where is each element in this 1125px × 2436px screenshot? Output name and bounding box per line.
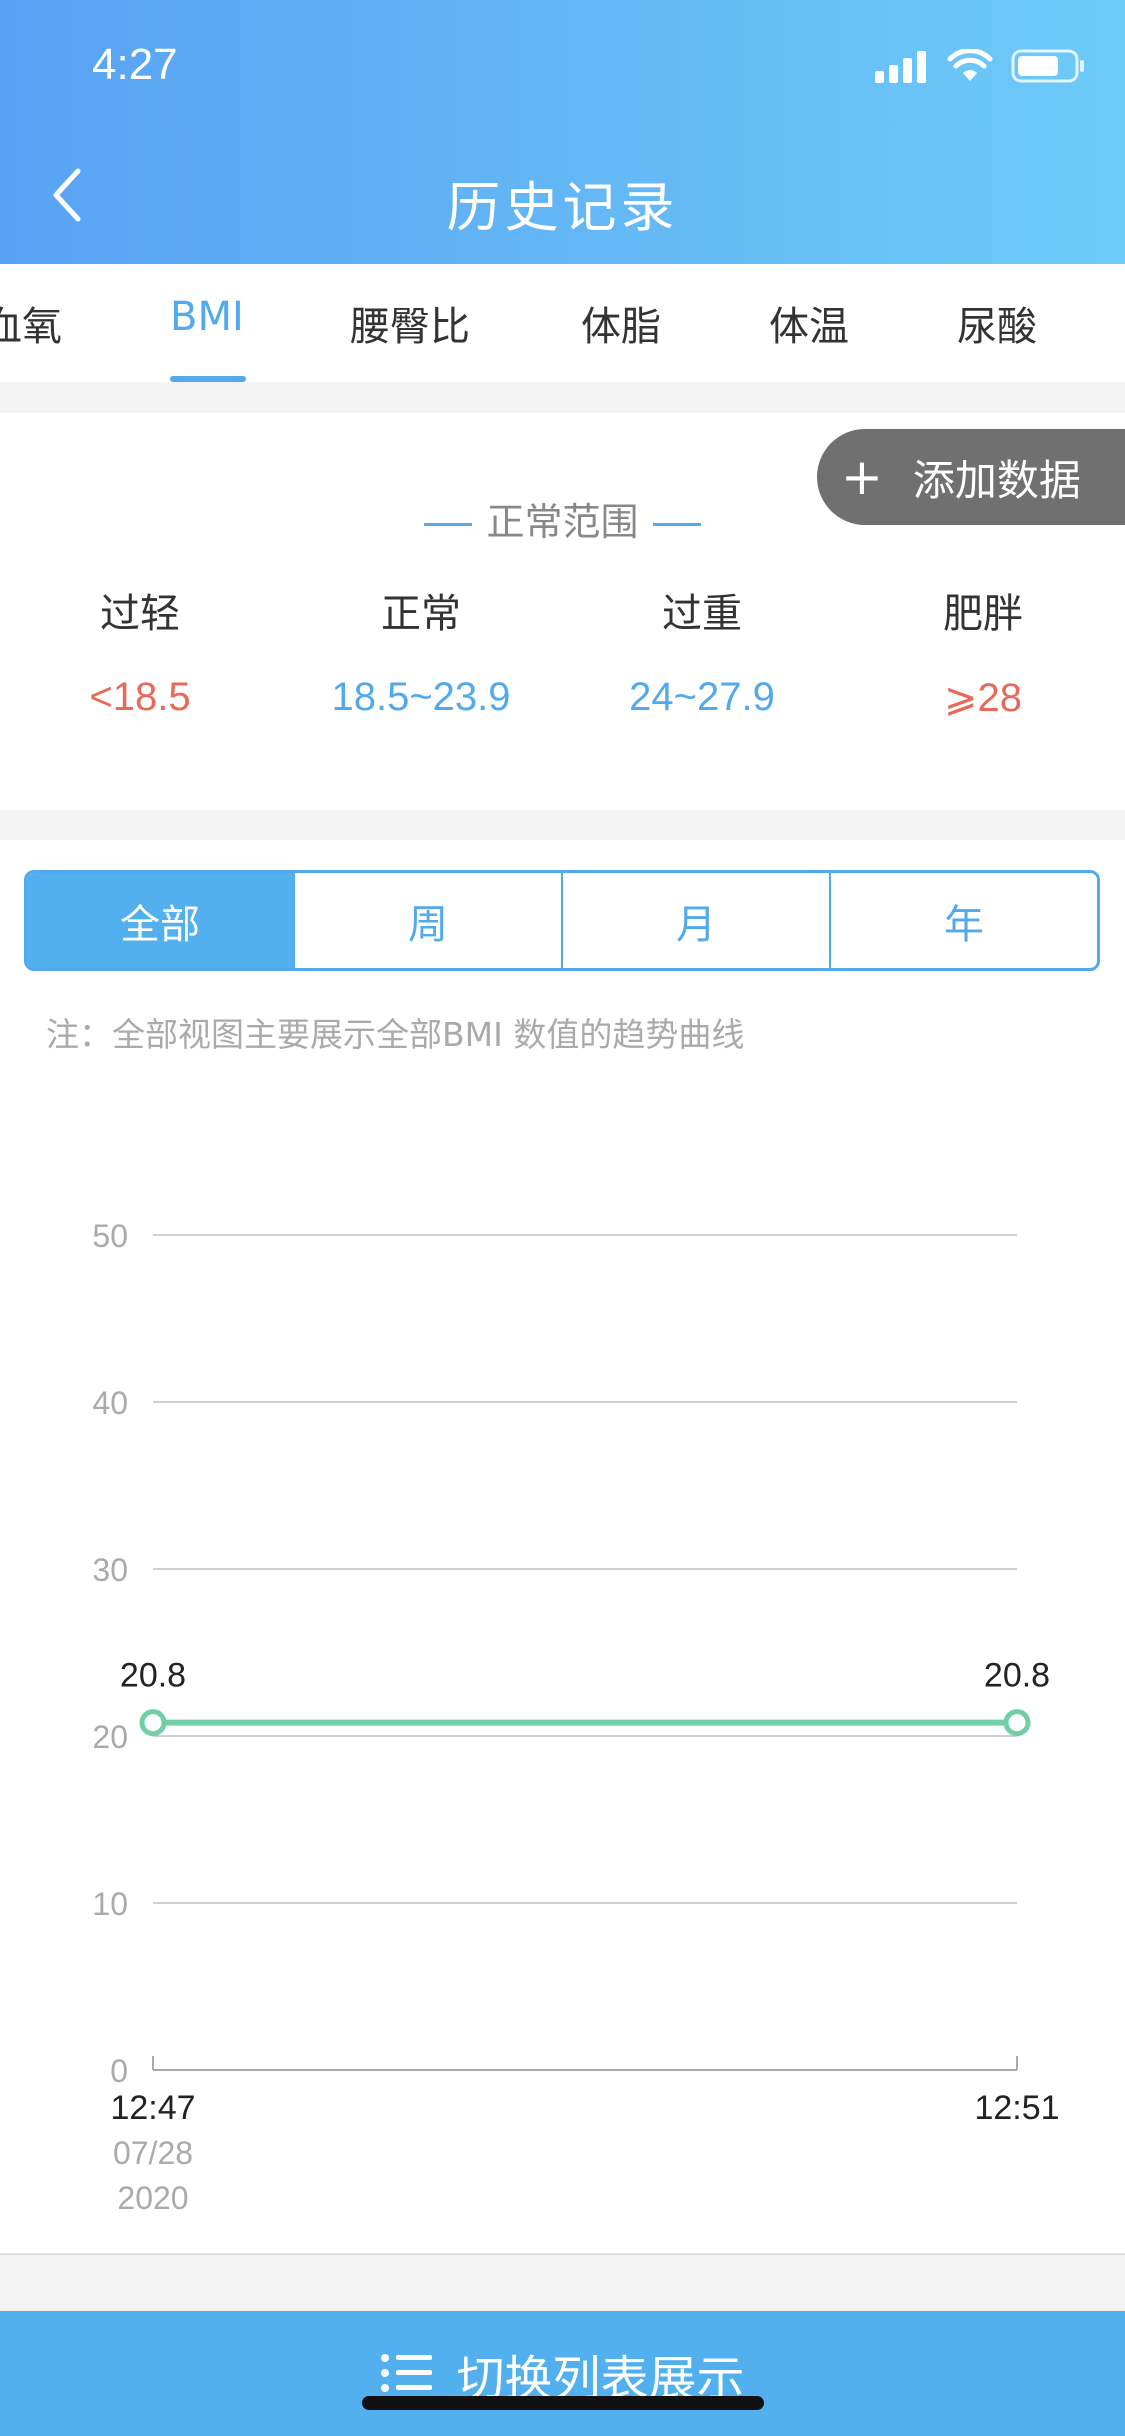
period-option-all[interactable]: 全部 [27, 873, 293, 968]
chevron-left-icon[interactable] [44, 165, 94, 225]
x-date-label: 07/28 [113, 2135, 193, 2171]
bmi-trend-chart: 0 10 20 30 40 50 12:47 12:51 07/28 2020 20.8 20.8 [92, 1218, 1059, 2216]
battery-icon [1011, 49, 1084, 83]
tab-blood-oxygen[interactable]: 血氧 [0, 304, 62, 350]
y-tick-label: 10 [92, 1886, 128, 1922]
period-filter: 全部 周 月 年 [24, 870, 1100, 971]
y-tick-label: 20 [92, 1719, 128, 1755]
y-tick-label: 30 [92, 1552, 128, 1588]
period-option-week[interactable]: 周 [293, 873, 561, 968]
normal-range-card: + 添加数据 正常范围 过轻 正常 过重 肥胖 <18.5 18.5~23.9 … [0, 413, 1125, 810]
status-time: 4:27 [92, 40, 178, 89]
title-dash-right [652, 523, 701, 526]
x-tick-label: 12:51 [974, 2089, 1059, 2127]
bmi-data-point [1003, 1709, 1031, 1737]
bmi-data-point [139, 1709, 167, 1737]
range-label-obese: 肥胖 [943, 591, 1023, 637]
x-tick-label: 12:47 [110, 2089, 195, 2127]
home-indicator [362, 2396, 764, 2410]
status-icons [875, 48, 1085, 84]
range-label-normal: 正常 [381, 591, 461, 637]
range-label-underweight: 过轻 [100, 591, 180, 637]
tab-body-fat[interactable]: 体脂 [581, 304, 661, 350]
y-tick-label: 50 [92, 1218, 128, 1254]
tab-body-temperature[interactable]: 体温 [769, 304, 849, 350]
normal-range-title: 正常范围 [0, 491, 1125, 546]
y-tick-label: 40 [92, 1385, 128, 1421]
app-header: 4:27 历史记录 [0, 0, 1125, 264]
page-title: 历史记录 [446, 176, 679, 239]
plus-icon: + [841, 448, 883, 506]
title-dash-left [424, 523, 473, 526]
chart-section: 全部 周 月 年 注：全部视图主要展示全部BMI 数值的趋势曲线 0 10 20 30… [0, 840, 1125, 2255]
range-value-normal: 18.5~23.9 [331, 675, 511, 719]
period-option-month[interactable]: 月 [561, 873, 829, 968]
data-value-label: 20.8 [984, 1657, 1050, 1695]
range-value-underweight: <18.5 [89, 675, 191, 719]
list-icon [381, 2354, 433, 2392]
range-value-obese: ⩾28 [943, 676, 1022, 720]
range-value-overweight: 24~27.9 [629, 675, 775, 719]
y-tick-label: 0 [110, 2053, 128, 2089]
tab-waist-hip-ratio[interactable]: 腰臀比 [350, 304, 470, 350]
data-value-label: 20.8 [120, 1657, 186, 1695]
tab-bmi[interactable]: BMI [170, 294, 244, 340]
x-year-label: 2020 [117, 2180, 188, 2216]
period-option-year[interactable]: 年 [829, 873, 1097, 968]
switch-list-view-button[interactable]: 切换列表展示 [0, 2311, 1125, 2436]
cellular-signal-icon [875, 51, 926, 83]
add-data-label: 添加数据 [912, 455, 1081, 505]
range-label-overweight: 过重 [662, 591, 742, 637]
wifi-icon [947, 49, 993, 81]
section-divider [0, 2253, 1125, 2255]
add-data-button[interactable]: + 添加数据 [817, 429, 1125, 525]
active-tab-indicator [170, 376, 246, 382]
chart-note: 注：全部视图主要展示全部BMI 数值的趋势曲线 [46, 1015, 745, 1054]
normal-range-title-text: 正常范围 [486, 500, 639, 544]
category-tabs: 血氧 BMI 腰臀比 体脂 体温 尿酸 [0, 264, 1125, 382]
tab-uric-acid[interactable]: 尿酸 [957, 304, 1037, 350]
